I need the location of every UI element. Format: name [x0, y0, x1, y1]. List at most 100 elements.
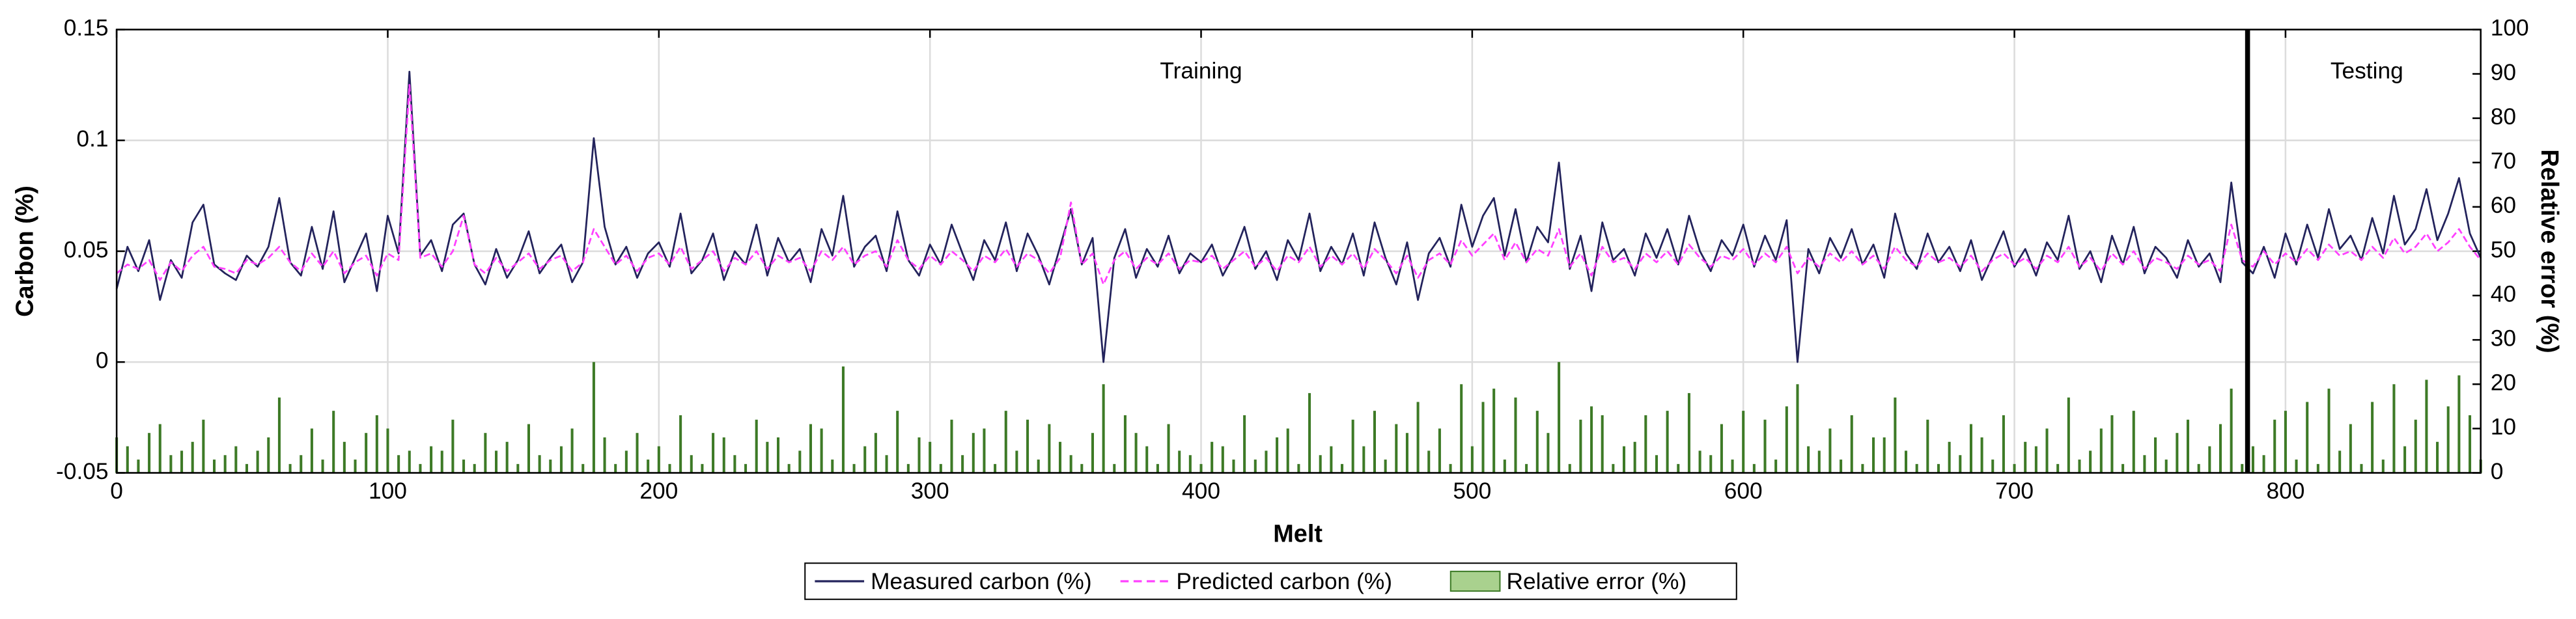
- error-bar: [2089, 450, 2092, 473]
- error-bar: [787, 463, 791, 473]
- error-bar: [994, 463, 997, 473]
- error-bar: [1763, 419, 1767, 473]
- error-bar: [1069, 455, 1072, 473]
- y2-tick-label: 70: [2491, 148, 2516, 174]
- error-bar: [202, 419, 205, 473]
- error-bar: [419, 463, 422, 473]
- error-bar: [2327, 389, 2331, 473]
- error-bar: [2316, 463, 2319, 473]
- x-tick-label: 500: [1453, 478, 1491, 504]
- error-bar: [1633, 441, 1636, 473]
- error-bar: [1243, 415, 1246, 473]
- error-bar: [126, 446, 129, 473]
- error-bar: [2024, 441, 2027, 473]
- error-bar: [1330, 446, 1333, 473]
- error-bar: [766, 441, 769, 473]
- error-bar: [668, 463, 671, 473]
- x-tick-label: 0: [110, 478, 123, 504]
- error-bar: [1558, 362, 1561, 473]
- error-bar: [1048, 424, 1051, 473]
- error-bar: [1612, 463, 1615, 473]
- error-bar: [755, 419, 758, 473]
- error-bar: [2338, 450, 2342, 473]
- error-bar: [2219, 424, 2222, 473]
- error-bar: [1525, 463, 1528, 473]
- error-bar: [874, 433, 877, 473]
- error-bar: [1416, 402, 1420, 473]
- error-bar: [950, 419, 953, 473]
- error-bar: [1883, 437, 1886, 473]
- y-tick-label: -0.05: [56, 459, 108, 484]
- error-bar: [1297, 463, 1300, 473]
- error-bar: [310, 428, 313, 473]
- error-bar: [212, 460, 216, 473]
- legend-label: Measured carbon (%): [871, 569, 1091, 594]
- error-bar: [701, 463, 704, 473]
- error-bar: [1828, 428, 1832, 473]
- error-bar: [1058, 441, 1062, 473]
- error-bar: [2013, 463, 2016, 473]
- error-bar: [1937, 463, 1940, 473]
- error-bar: [300, 455, 303, 473]
- error-bar: [983, 428, 986, 473]
- error-bar: [2154, 437, 2157, 473]
- y-tick-label: 0.15: [64, 16, 109, 41]
- error-bar: [657, 446, 660, 473]
- error-bar: [1720, 424, 1723, 473]
- error-bar: [690, 455, 693, 473]
- error-bar: [722, 437, 725, 473]
- error-bar: [1395, 424, 1398, 473]
- y-tick-label: 0: [96, 348, 109, 374]
- error-bar: [647, 460, 650, 473]
- error-bar: [1894, 397, 1897, 473]
- error-bar: [1123, 415, 1127, 473]
- y2-tick-label: 100: [2491, 16, 2529, 41]
- error-bar: [2230, 389, 2233, 473]
- error-bar: [1037, 460, 1040, 473]
- error-bar: [1384, 460, 1387, 473]
- error-bar: [1872, 437, 1875, 473]
- error-bar: [516, 463, 520, 473]
- error-bar: [712, 433, 715, 473]
- error-bar: [2110, 415, 2114, 473]
- error-bar: [1622, 446, 1626, 473]
- error-bar: [1481, 402, 1485, 473]
- error-bar: [148, 433, 151, 473]
- y2-tick-label: 30: [2491, 325, 2516, 351]
- y2-tick-label: 20: [2491, 370, 2516, 396]
- error-bar: [1980, 437, 1983, 473]
- error-bar: [1492, 389, 1496, 473]
- error-bar: [397, 455, 400, 473]
- error-bar: [1308, 392, 1311, 473]
- error-bar: [234, 446, 238, 473]
- error-bar: [1319, 455, 1322, 473]
- error-bar: [2186, 419, 2190, 473]
- annotation: Testing: [2331, 58, 2403, 83]
- error-bar: [473, 463, 476, 473]
- x-tick-label: 400: [1182, 478, 1220, 504]
- error-bar: [1655, 455, 1658, 473]
- error-bar: [2349, 424, 2352, 473]
- error-bar: [1405, 433, 1408, 473]
- error-bar: [1211, 441, 1214, 473]
- error-bar: [1547, 433, 1550, 473]
- error-bar: [1004, 411, 1007, 473]
- error-bar: [2414, 419, 2417, 473]
- error-bar: [1785, 406, 1788, 473]
- error-bar: [354, 460, 357, 473]
- error-bar: [2034, 446, 2037, 473]
- error-bar: [592, 362, 595, 473]
- error-bar: [2002, 415, 2005, 473]
- error-bar: [939, 463, 942, 473]
- error-bar: [451, 419, 455, 473]
- error-bar: [2446, 406, 2450, 473]
- data-line: [116, 84, 2482, 286]
- error-bar: [1742, 411, 1745, 473]
- error-bar: [809, 424, 812, 473]
- error-bar: [906, 463, 910, 473]
- error-bar: [559, 446, 563, 473]
- error-bar: [744, 463, 748, 473]
- error-bar: [1178, 450, 1181, 473]
- error-bar: [2295, 460, 2298, 473]
- error-bar: [1926, 419, 1929, 473]
